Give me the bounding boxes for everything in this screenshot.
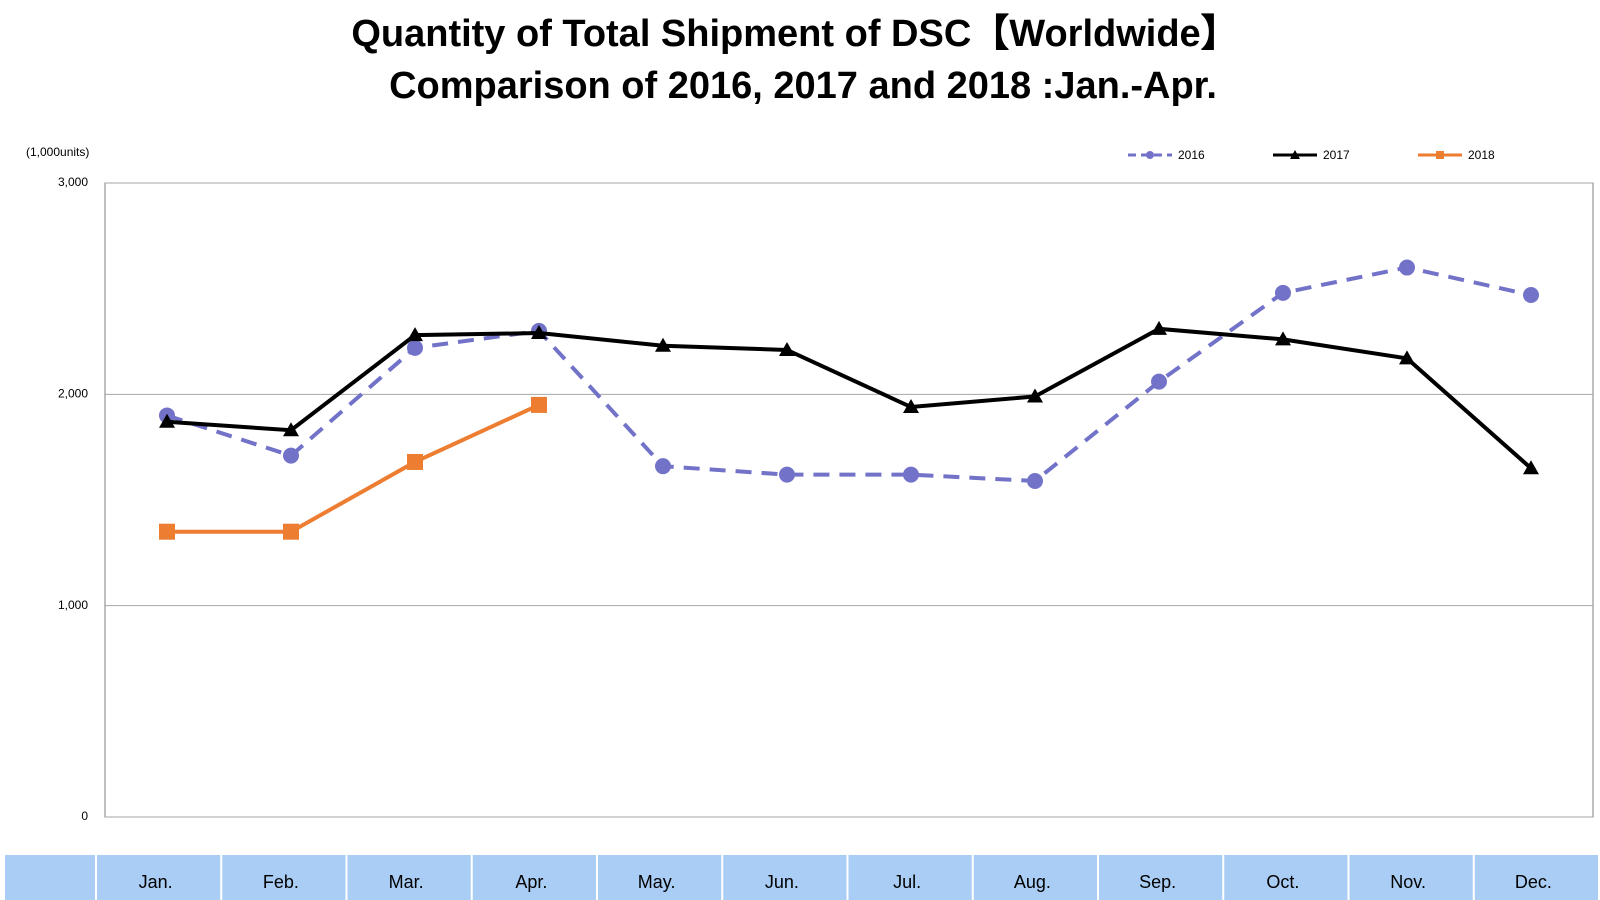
y-tick-label: 3,000 (58, 175, 88, 189)
point (1151, 373, 1167, 390)
category-cell (5, 855, 95, 900)
category-cell (1349, 855, 1473, 900)
x-tick-label: Jun. (765, 872, 799, 892)
point (1399, 259, 1415, 276)
point (1027, 472, 1043, 489)
point (531, 396, 547, 413)
point (283, 523, 299, 540)
y-tick-label: 2,000 (58, 387, 88, 401)
point (1027, 388, 1043, 403)
x-tick-label: Feb. (263, 872, 299, 892)
category-cell (1474, 855, 1598, 900)
point (1399, 350, 1415, 365)
category-cell (598, 855, 722, 900)
category-cell (1099, 855, 1223, 900)
x-tick-label: Mar. (389, 872, 424, 892)
plot-frame (104, 182, 1594, 818)
y-tick-label: 1,000 (58, 598, 88, 612)
category-cell (97, 855, 221, 900)
point (159, 523, 175, 540)
category-cell (347, 855, 471, 900)
point (283, 422, 299, 437)
point (655, 337, 671, 352)
point (1523, 287, 1539, 304)
category-cell (472, 855, 596, 900)
point (1151, 320, 1167, 335)
category-cell (1224, 855, 1348, 900)
point (779, 466, 795, 483)
point (903, 399, 919, 414)
legend-marker (1290, 150, 1300, 159)
series-line (166, 326, 1533, 470)
point (159, 413, 175, 428)
legend-marker (1436, 151, 1444, 159)
category-cell (848, 855, 972, 900)
category-cell (723, 855, 847, 900)
series-line (167, 403, 540, 534)
point (531, 325, 547, 340)
point (407, 453, 423, 470)
x-tick-label: Jan. (139, 872, 173, 892)
point (283, 447, 299, 464)
point (779, 341, 795, 356)
chart-title: Comparison of 2016, 2017 and 2018 :Jan.-… (389, 65, 1217, 107)
legend-label: 2018 (1468, 148, 1495, 162)
x-tick-label: Sep. (1139, 872, 1176, 892)
chart-title: Quantity of Total Shipment of DSC【Worldw… (351, 13, 1238, 55)
point (655, 458, 671, 475)
point (407, 327, 423, 342)
y-axis-label: (1,000units) (26, 145, 89, 159)
category-cell (222, 855, 346, 900)
x-tick-label: Aug. (1014, 872, 1051, 892)
legend-marker (1146, 151, 1154, 159)
x-tick-label: Jul. (893, 872, 921, 892)
x-tick-label: May. (638, 872, 676, 892)
x-tick-label: Nov. (1390, 872, 1426, 892)
x-tick-label: Oct. (1266, 872, 1299, 892)
legend-label: 2016 (1178, 148, 1205, 162)
series-line (166, 265, 1532, 484)
point (1275, 284, 1291, 301)
point (1523, 460, 1539, 475)
point (903, 466, 919, 483)
x-tick-label: Apr. (515, 872, 547, 892)
legend-label: 2017 (1323, 148, 1350, 162)
point (407, 339, 423, 356)
x-tick-label: Dec. (1515, 872, 1552, 892)
point (1275, 331, 1291, 346)
y-tick-label: 0 (81, 809, 88, 823)
category-cell (973, 855, 1097, 900)
